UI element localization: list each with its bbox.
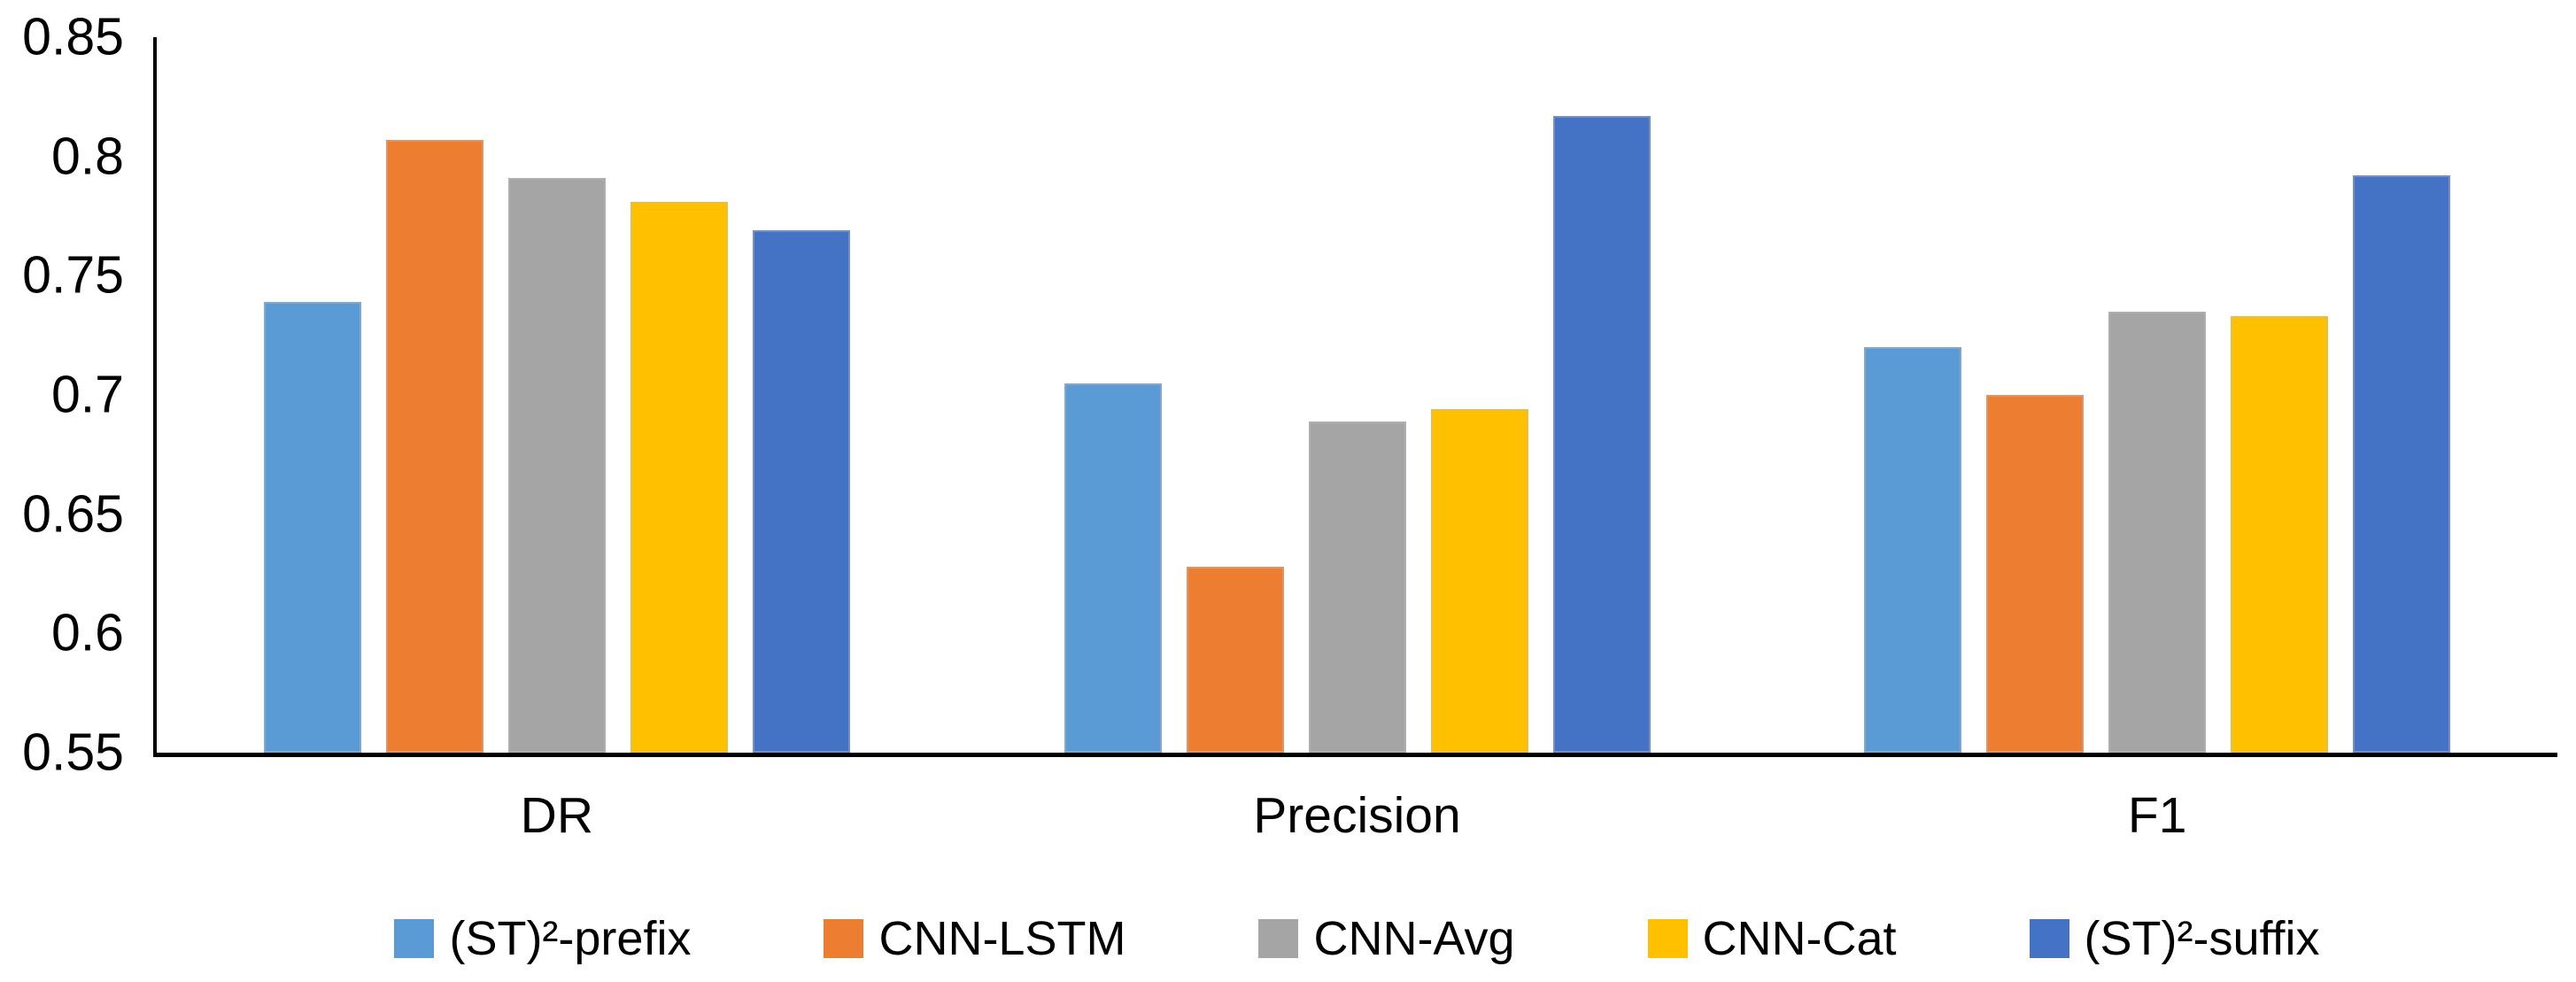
bar-DR-CNN-Avg	[507, 177, 606, 753]
bar-DR-CNN-Cat	[630, 201, 728, 753]
category-label-Precision: Precision	[1253, 787, 1461, 844]
legend-label: (ST)²-prefix	[449, 912, 692, 965]
x-axis-line	[153, 753, 2557, 757]
bar-F1-CNN-Avg	[2108, 311, 2207, 753]
y-tick-label-0.6: 0.6	[50, 603, 124, 662]
bar-Precision-(ST)²-prefix	[1064, 383, 1162, 753]
category-label-F1: F1	[2127, 787, 2187, 844]
legend-swatch-icon	[2029, 919, 2069, 958]
legend-swatch-icon	[1647, 919, 1688, 958]
bar-F1-(ST)²-suffix	[2353, 175, 2451, 753]
bar-DR-(ST)²-prefix	[263, 301, 361, 753]
legend-label: (ST)²-suffix	[2084, 912, 2320, 965]
legend-swatch-icon	[394, 919, 435, 958]
legend-item-CNN-LSTM: CNN-LSTM	[824, 912, 1126, 965]
y-tick-label-0.65: 0.65	[22, 484, 124, 544]
bar-Precision-CNN-Avg	[1308, 421, 1406, 753]
bar-Precision-CNN-LSTM	[1186, 566, 1284, 753]
legend-label: CNN-LSTM	[878, 912, 1126, 965]
legend-swatch-icon	[1258, 919, 1299, 958]
x-axis: DR Precision F1	[0, 786, 2576, 848]
legend-item-CNN-Avg: CNN-Avg	[1258, 912, 1515, 965]
legend-item-CNN-Cat: CNN-Cat	[1647, 912, 1897, 965]
legend-label: CNN-Cat	[1702, 912, 1897, 965]
bar-DR-CNN-LSTM	[385, 139, 483, 753]
bar-DR-(ST)²-suffix	[752, 230, 850, 753]
legend: (ST)²-prefix CNN-LSTM CNN-Avg CNN-Cat (ST)²-…	[157, 905, 2557, 972]
bar-F1-CNN-Cat	[2231, 316, 2329, 753]
y-tick-label-0.55: 0.55	[22, 723, 124, 782]
bar-F1-CNN-LSTM	[1986, 395, 2085, 753]
bar-Precision-CNN-Cat	[1430, 409, 1528, 753]
y-tick-label-0.8: 0.8	[50, 127, 124, 186]
y-axis: 0.85 0.8 0.75 0.7 0.65 0.6 0.55	[0, 0, 124, 982]
y-tick-label-0.7: 0.7	[50, 365, 124, 424]
y-tick-label-0.75: 0.75	[22, 245, 124, 305]
legend-swatch-icon	[824, 919, 864, 958]
category-label-DR: DR	[520, 787, 593, 844]
bar-F1-(ST)²-prefix	[1864, 347, 1962, 753]
legend-label: CNN-Avg	[1313, 912, 1515, 965]
bar-Precision-(ST)²-suffix	[1552, 115, 1651, 753]
legend-item-(ST)²-prefix: (ST)²-prefix	[394, 912, 691, 965]
legend-item-(ST)²-suffix: (ST)²-suffix	[2029, 912, 2320, 965]
y-axis-line	[153, 37, 157, 757]
y-tick-label-0.85: 0.85	[22, 7, 124, 66]
